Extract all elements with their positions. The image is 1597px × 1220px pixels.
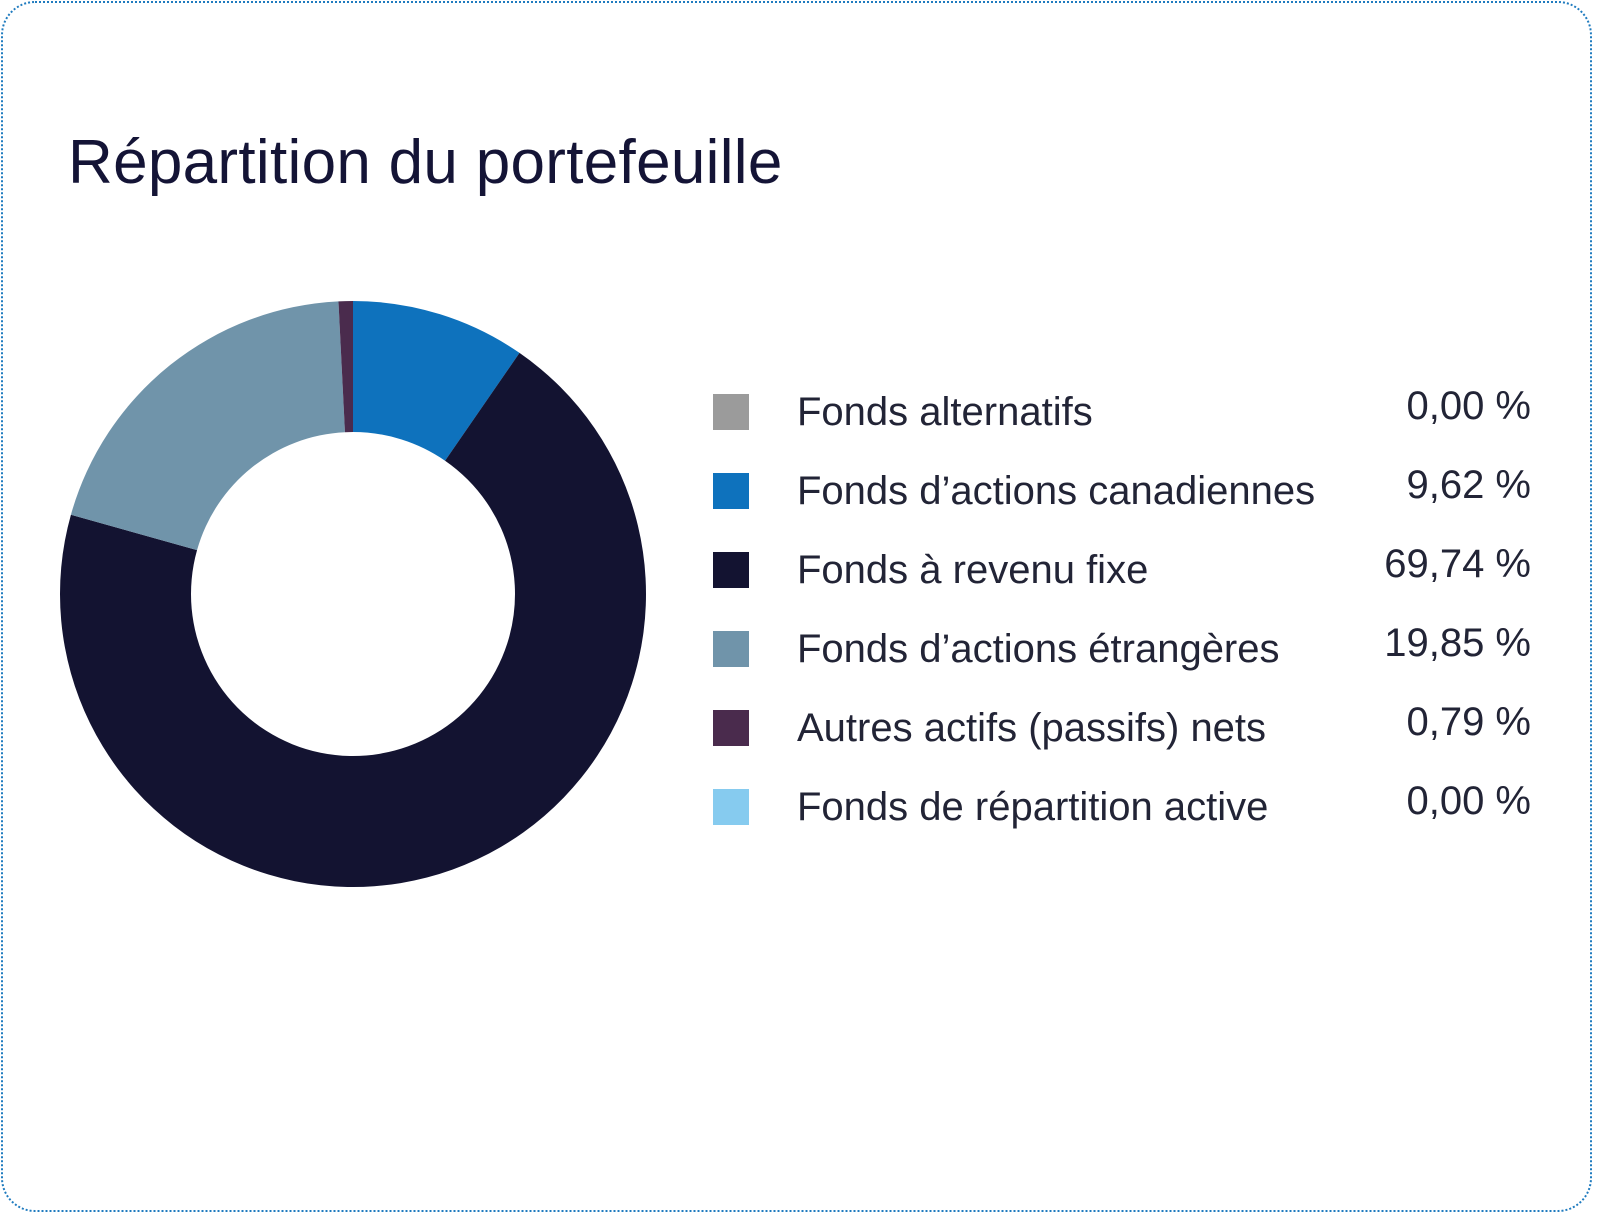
legend-label: Fonds alternatifs <box>797 390 1093 434</box>
legend-label: Autres actifs (passifs) nets <box>797 706 1267 750</box>
legend-swatch <box>713 631 749 667</box>
legend-item-autres-actifs-nets: Autres actifs (passifs) nets 0,79 % <box>713 700 1531 781</box>
legend-item-fonds-actions-etrangeres: Fonds d’actions étrangères 19,85 % <box>713 621 1531 702</box>
legend-value: 0,79 % <box>1406 700 1531 744</box>
legend-label: Fonds à revenu fixe <box>797 548 1149 592</box>
legend-label: Fonds d’actions étrangères <box>797 627 1280 671</box>
donut-slice-autres-actifs-passifs-nets <box>338 301 353 433</box>
legend-value: 19,85 % <box>1384 621 1531 665</box>
legend-value: 69,74 % <box>1384 542 1531 586</box>
chart-title: Répartition du portefeuille <box>68 128 783 197</box>
legend-value: 0,00 % <box>1406 384 1531 428</box>
legend-label: Fonds d’actions canadiennes <box>797 469 1316 513</box>
legend-value: 0,00 % <box>1406 779 1531 823</box>
legend-swatch <box>713 394 749 430</box>
legend-swatch <box>713 710 749 746</box>
donut-chart <box>59 301 647 887</box>
donut-slice-fonds-a-revenu-fixe <box>59 352 647 887</box>
donut-slice-fonds-d-actions-canadiennes <box>353 301 520 461</box>
legend-item-fonds-revenu-fixe: Fonds à revenu fixe 69,74 % <box>713 542 1531 623</box>
legend-item-fonds-alternatifs: Fonds alternatifs 0,00 % <box>713 384 1531 465</box>
legend-value: 9,62 % <box>1406 463 1531 507</box>
legend-swatch <box>713 552 749 588</box>
donut-slice-fonds-d-actions-etrangeres <box>70 301 345 551</box>
legend-swatch <box>713 789 749 825</box>
legend-swatch <box>713 473 749 509</box>
legend-item-fonds-actions-canadiennes: Fonds d’actions canadiennes 9,62 % <box>713 463 1531 544</box>
legend-item-fonds-repartition-active: Fonds de répartition active 0,00 % <box>713 779 1531 860</box>
chart-legend: Fonds alternatifs 0,00 % Fonds d’actions… <box>713 384 1531 860</box>
legend-label: Fonds de répartition active <box>797 785 1269 829</box>
